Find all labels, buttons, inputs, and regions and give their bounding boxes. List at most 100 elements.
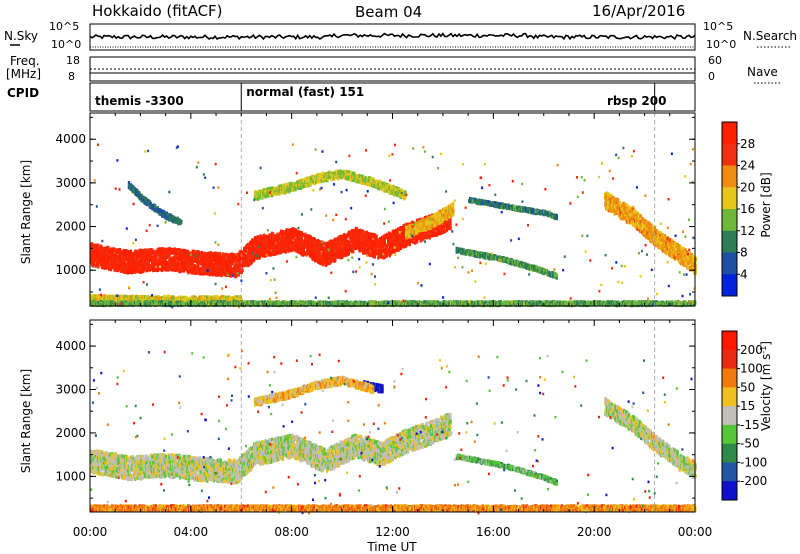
echo-cell [213,254,216,258]
nsky-right-tick-bottom: 10^0 [706,38,736,51]
echo-cell [449,226,452,231]
echo-cell [163,256,167,261]
echo-cell [398,231,402,236]
echo-cell [290,233,294,237]
echo-cell [383,237,386,241]
echo-cell [305,253,308,257]
echo-cell [195,257,198,261]
echo-cell [373,233,376,237]
echo-cell [303,251,306,255]
echo-cell [147,254,150,258]
echo-cell [229,274,232,278]
echo-cell [157,263,160,267]
echo-cell [207,260,211,264]
echo-cell [125,254,128,258]
echo-cell [90,251,94,255]
echo-cell [101,255,105,260]
echo-cell [117,251,120,255]
echo-cell [179,257,182,262]
echo-cell [382,234,385,239]
echo-cell [151,263,154,268]
echo-cell [153,258,156,263]
echo-cell [248,250,251,255]
echo-cell [159,267,162,272]
echo-cell [144,255,148,259]
echo-cell [352,248,355,252]
echo-cell [306,236,309,240]
echo-cell [171,268,174,272]
echo-cell [340,245,343,249]
echo-cell [354,245,358,249]
beam-title: Beam 04 [355,3,422,21]
echo-cell [238,270,241,274]
echo-cell [293,247,296,251]
echo-cell [224,256,227,261]
echo-cell [331,242,334,246]
echo-cell [294,230,297,235]
echo-cell [171,261,175,266]
echo-cell [215,271,218,275]
echo-cell [126,257,129,262]
echo-cell [330,257,333,261]
echo-cell [256,255,259,260]
echo-cell [145,257,149,262]
echo-cell [113,268,116,272]
echo-cell [246,245,250,249]
echo-cell [236,263,240,268]
nsky-tick-bottom: 10^0 [51,38,81,51]
echo-cell [150,252,153,257]
nsearch-label: N.Search [743,29,797,43]
echo-cell [109,267,113,272]
echo-cell [253,258,256,262]
echo-cell [196,254,199,258]
echo-cell [168,253,171,258]
echo-cell [92,261,96,265]
echo-cell [360,228,363,233]
echo-cell [366,239,369,243]
station-title: Hokkaido (fitACF) [92,2,223,20]
echo-cell [281,234,285,238]
nsky-tick-top: 10^5 [49,20,79,33]
echo-cell [97,265,100,269]
echo-cell [122,258,125,263]
echo-cell [118,264,122,268]
echo-cell [95,254,98,258]
echo-cell [249,240,252,245]
echo-cell [106,249,109,254]
echo-cell [325,247,328,251]
echo-cell [234,255,238,260]
echo-cell [281,230,285,234]
echo-cell [312,257,315,262]
echo-cell [234,253,237,257]
echo-cell [114,254,117,258]
echo-cell [388,231,391,236]
echo-cell [97,244,100,248]
echo-cell [202,259,205,263]
echo-cell [188,259,191,263]
echo-cell [323,247,326,251]
echo-cell [248,246,251,250]
echo-cell [114,248,117,252]
echo-cell [268,236,271,240]
echo-cell [161,268,164,273]
echo-cell [134,249,137,253]
echo-cell [302,233,305,238]
echo-cell [97,261,100,266]
echo-cell [250,242,253,246]
nsky-trace [89,32,696,48]
echo-cell [358,243,361,248]
echo-cell [341,254,344,259]
echo-cell [389,244,393,249]
echo-cell [261,247,264,251]
echo-cell [111,253,114,258]
echo-cell [289,244,292,249]
echo-cell [292,236,295,240]
echo-cell [304,242,307,246]
echo-cell [352,239,355,244]
echo-cell [147,261,150,265]
echo-cell [346,233,349,237]
echo-cell [203,265,206,270]
echo-cell [262,253,265,258]
echo-cell [197,262,200,267]
